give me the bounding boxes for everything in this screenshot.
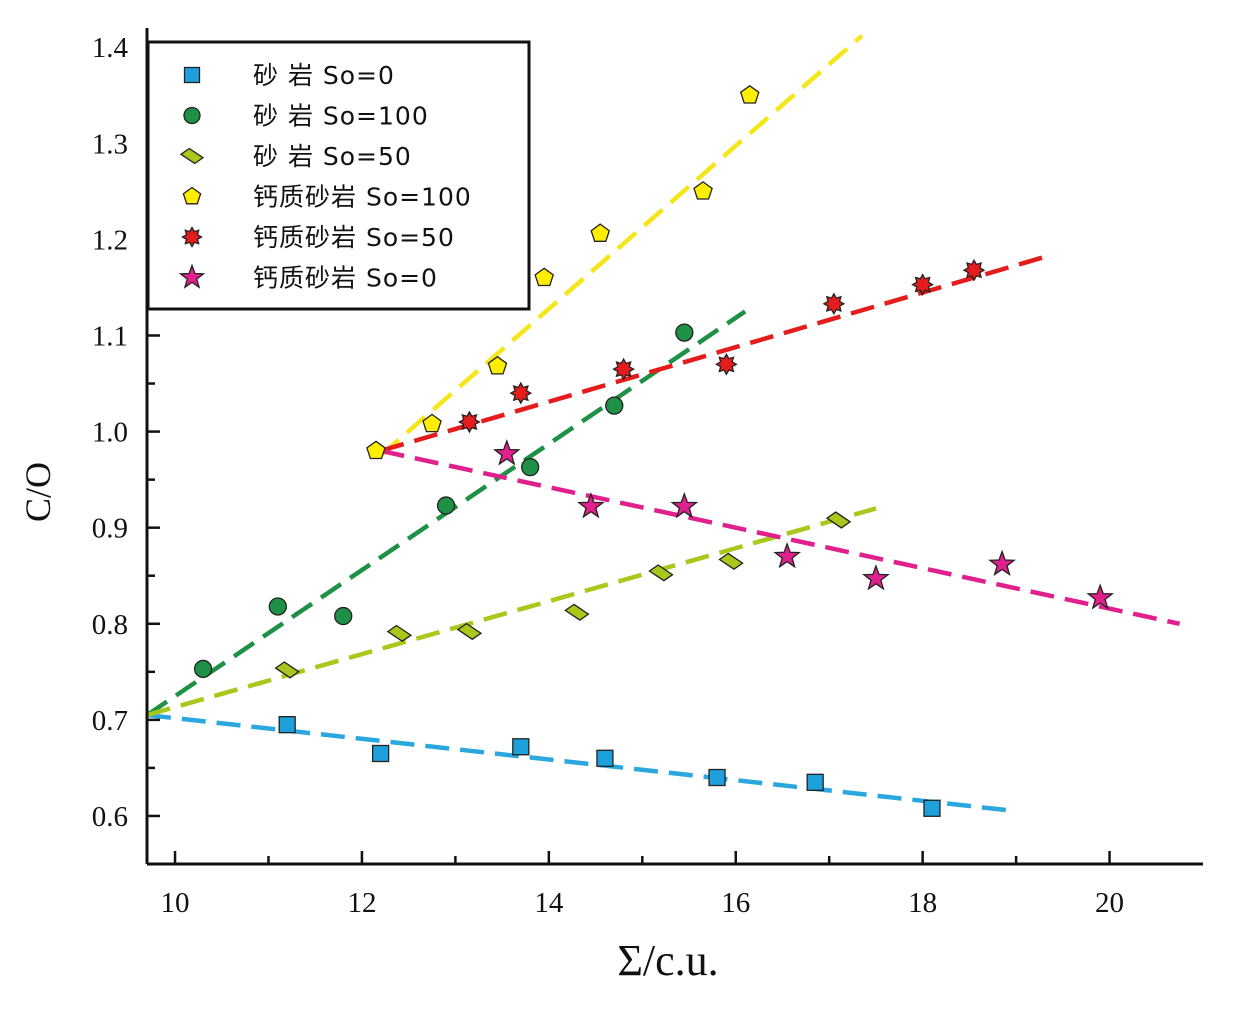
legend-label-series-6: 钙质砂岩 So=0 — [253, 264, 438, 293]
y-tick-label: 0.9 — [92, 513, 128, 545]
data-point-series-6-1 — [492, 439, 521, 466]
data-point-series-5-6 — [911, 273, 934, 296]
data-point-series-1-1 — [278, 716, 296, 734]
data-point-series-6-5 — [862, 564, 890, 591]
data-point-series-2-2 — [268, 597, 287, 616]
data-point-series-4-3 — [487, 355, 508, 375]
x-axis-title: Σ/c.u. — [617, 936, 718, 985]
data-point-series-2-6 — [605, 396, 624, 415]
y-tick-label: 1.3 — [92, 128, 128, 160]
data-markers — [193, 84, 1115, 817]
legend-label-series-4: 钙质砂岩 So=100 — [253, 183, 472, 212]
data-point-series-4-5 — [590, 223, 611, 242]
fit-line-series-6 — [380, 448, 1181, 626]
data-point-series-5-3 — [612, 357, 635, 381]
data-point-series-3-6 — [718, 552, 744, 570]
legend-marker-series-3 — [179, 147, 205, 165]
data-point-series-4-1 — [366, 440, 386, 460]
legend-marker-series-6 — [178, 263, 206, 289]
data-point-series-5-4 — [715, 352, 738, 376]
y-tick-label: 1.4 — [92, 32, 129, 64]
data-point-series-5-5 — [822, 292, 846, 316]
x-tick-label: 18 — [908, 887, 937, 919]
fit-line-series-1 — [146, 712, 1017, 814]
tick-labels: 10 12 14 16 18 20 0.6 0.7 0.8 0.9 1.0 1.1 1.2 1.3 1.4 — [92, 32, 1124, 919]
legend-label-series-3: 砂 岩 So=50 — [253, 142, 412, 171]
data-point-series-3-7 — [825, 511, 852, 529]
data-point-series-1-4 — [596, 749, 614, 767]
legend-label-series-1: 砂 岩 So=0 — [253, 61, 395, 90]
data-point-series-2-4 — [436, 496, 456, 515]
data-point-series-6-7 — [1086, 583, 1115, 610]
data-point-series-4-4 — [534, 267, 554, 287]
y-tick-label: 0.6 — [92, 801, 128, 833]
data-point-series-6-3 — [670, 491, 699, 519]
y-tick-label: 1.0 — [92, 417, 128, 449]
data-point-series-6-6 — [988, 549, 1016, 576]
legend-label-series-2: 砂 岩 So=100 — [253, 102, 429, 131]
data-point-series-4-2 — [422, 413, 442, 433]
data-point-series-1-5 — [708, 768, 726, 787]
data-point-series-3-5 — [648, 564, 674, 582]
data-point-series-1-6 — [806, 773, 824, 791]
data-point-series-3-1 — [274, 661, 300, 679]
y-tick-label: 1.2 — [92, 224, 128, 256]
legend-marker-series-5 — [181, 226, 203, 248]
fit-line-series-3 — [146, 506, 877, 718]
x-tick-label: 20 — [1095, 887, 1124, 919]
fit-line-series-5 — [379, 253, 1050, 453]
data-point-series-3-2 — [386, 624, 413, 642]
legend: 砂 岩 So=0 砂 岩 So=100 砂 岩 So=50 钙质砂岩 So=100 钙质… — [146, 40, 531, 311]
data-point-series-1-7 — [923, 799, 941, 817]
legend-marker-series-1 — [183, 66, 201, 84]
y-tick-label: 0.7 — [92, 705, 128, 737]
data-point-series-1-2 — [371, 744, 390, 763]
data-point-series-5-7 — [962, 258, 986, 282]
y-axis-title: C/O — [18, 462, 58, 522]
data-point-series-6-4 — [773, 541, 802, 569]
data-point-series-2-3 — [334, 606, 353, 626]
x-tick-label: 10 — [161, 887, 190, 919]
legend-box — [146, 40, 531, 311]
data-point-series-4-7 — [739, 84, 760, 104]
data-point-series-3-4 — [564, 603, 590, 621]
y-tick-label: 1.1 — [92, 320, 128, 352]
data-point-series-6-2 — [577, 491, 605, 519]
data-point-series-5-2 — [509, 381, 533, 405]
data-point-series-4-6 — [693, 181, 713, 200]
x-tick-label: 14 — [534, 887, 564, 919]
data-point-series-1-3 — [512, 738, 530, 756]
fit-line-series-4 — [379, 33, 864, 458]
x-tick-label: 12 — [347, 887, 376, 919]
legend-marker-series-2 — [183, 106, 201, 125]
data-point-series-3-3 — [456, 622, 483, 641]
y-tick-label: 0.8 — [92, 609, 128, 641]
data-point-series-2-5 — [521, 457, 540, 477]
data-point-series-2-7 — [675, 323, 694, 342]
x-tick-label: 16 — [721, 887, 750, 919]
data-point-series-5-1 — [458, 410, 481, 434]
data-point-series-2-1 — [193, 659, 213, 679]
legend-label-series-5: 钙质砂岩 So=50 — [253, 223, 455, 252]
legend-marker-series-4 — [182, 186, 202, 205]
